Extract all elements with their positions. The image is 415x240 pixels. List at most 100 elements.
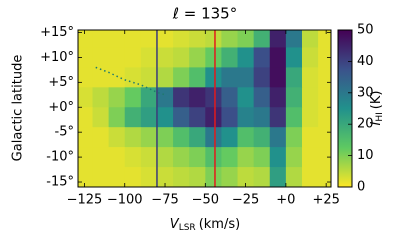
- heatmap-cell: [78, 87, 94, 108]
- heatmap-cell: [189, 167, 206, 187]
- heatmap-cell: [140, 67, 158, 88]
- heatmap-cell: [253, 107, 271, 128]
- heatmap-cell: [108, 30, 126, 48]
- heatmap-cell: [221, 127, 239, 148]
- heatmap-cell: [318, 30, 331, 48]
- heatmap-cell: [173, 147, 190, 168]
- heatmap-cell: [173, 127, 190, 148]
- heatmap-cell: [108, 87, 126, 108]
- y-tick-label: +5°: [48, 75, 74, 90]
- heatmap-cell: [285, 167, 303, 187]
- y-axis-label: Galactic latitude: [11, 55, 26, 162]
- heatmap-cell: [78, 127, 94, 148]
- heatmap-cell: [92, 167, 110, 187]
- dotted-line: [95, 66, 166, 96]
- heatmap-cell: [221, 87, 239, 108]
- heatmap-cell: [269, 47, 287, 68]
- heatmap-cell: [205, 127, 222, 148]
- heatmap-cell: [156, 30, 174, 48]
- heatmap-cell: [140, 127, 158, 148]
- heatmap-cell: [253, 67, 271, 88]
- heatmap-cell: [269, 107, 287, 128]
- y-tick-label: -10°: [46, 150, 74, 165]
- colorbar-tick-label: 50: [357, 23, 374, 38]
- heatmap-cell: [156, 87, 174, 108]
- heatmap-cell: [124, 107, 142, 128]
- colorbar-label-unit: (K): [369, 91, 384, 110]
- heatmap-cell: [140, 107, 158, 128]
- heatmap-cell: [124, 167, 142, 187]
- heatmap-cell: [173, 30, 190, 48]
- heatmap-cell: [269, 127, 287, 148]
- heatmap-cell: [124, 67, 142, 88]
- x-tick-label: −75: [151, 193, 178, 208]
- heatmap-cell: [301, 127, 319, 148]
- x-axis-label-sub: LSR: [179, 223, 196, 233]
- heatmap-cell: [318, 47, 331, 68]
- colorbar-tick-label: 20: [357, 117, 374, 132]
- heatmap-cell: [189, 47, 206, 68]
- heatmap-cell: [189, 147, 206, 168]
- heatmap-cell: [253, 147, 271, 168]
- heatmap-cell: [285, 127, 303, 148]
- heatmap-cell: [173, 47, 190, 68]
- y-tick-label: -5°: [55, 125, 74, 140]
- heatmap-cell: [78, 67, 94, 88]
- colorbar-tick-label: 10: [357, 148, 374, 163]
- heatmap-cell: [237, 147, 255, 168]
- heatmap-cell: [221, 67, 239, 88]
- heatmap-cell: [140, 147, 158, 168]
- heatmap-cell: [189, 107, 206, 128]
- heatmap-cell: [285, 107, 303, 128]
- heatmap-cell: [108, 167, 126, 187]
- colorbar-label-sub: HI: [375, 112, 385, 121]
- heatmap-cell: [269, 87, 287, 108]
- heatmap-cell: [301, 47, 319, 68]
- heatmap-cell: [205, 167, 222, 187]
- heatmap-cell: [92, 30, 110, 48]
- heatmap-cell: [189, 30, 206, 48]
- heatmap-cell: [92, 127, 110, 148]
- heatmap-cell: [92, 67, 110, 88]
- y-tick-label: +10°: [40, 50, 74, 65]
- heatmap-cell: [301, 167, 319, 187]
- heatmap-cell: [285, 47, 303, 68]
- y-tick-label: +15°: [40, 25, 74, 40]
- heatmap-cell: [78, 30, 94, 48]
- x-axis-label-unit: (km/s): [199, 217, 241, 232]
- heatmap-cell: [253, 30, 271, 48]
- heatmap-cell: [285, 147, 303, 168]
- heatmap-cell: [92, 47, 110, 68]
- heatmap-cell: [253, 127, 271, 148]
- colorbar: [337, 29, 353, 188]
- heatmap-cell: [237, 67, 255, 88]
- x-axis-label-main: V: [170, 217, 180, 232]
- heatmap-cell: [173, 167, 190, 187]
- heatmap-cell: [108, 147, 126, 168]
- y-tick-label: -15°: [46, 175, 74, 190]
- x-tick-label: −100: [107, 193, 143, 208]
- heatmap-cell: [237, 107, 255, 128]
- heatmap-cell: [269, 67, 287, 88]
- heatmap-cell: [221, 167, 239, 187]
- heatmap-cell: [92, 87, 110, 108]
- heatmap-cell: [318, 87, 331, 108]
- heatmap-cell: [78, 47, 94, 68]
- x-tick-label: −125: [67, 193, 103, 208]
- heatmap-cell: [108, 107, 126, 128]
- heatmap-cell: [173, 107, 190, 128]
- heatmap-cell: [269, 147, 287, 168]
- heatmap-cell: [92, 107, 110, 128]
- heatmap-cell: [318, 127, 331, 148]
- heatmap-cell: [301, 107, 319, 128]
- heatmap-cell: [301, 67, 319, 88]
- heatmap-cell: [301, 30, 319, 48]
- heatmap-cell: [156, 127, 174, 148]
- heatmap-cell: [173, 87, 190, 108]
- heatmap-cell: [189, 67, 206, 88]
- heatmap-cell: [221, 30, 239, 48]
- heatmap-cell: [237, 47, 255, 68]
- heatmap-cell: [205, 107, 222, 128]
- heatmap-cell: [285, 87, 303, 108]
